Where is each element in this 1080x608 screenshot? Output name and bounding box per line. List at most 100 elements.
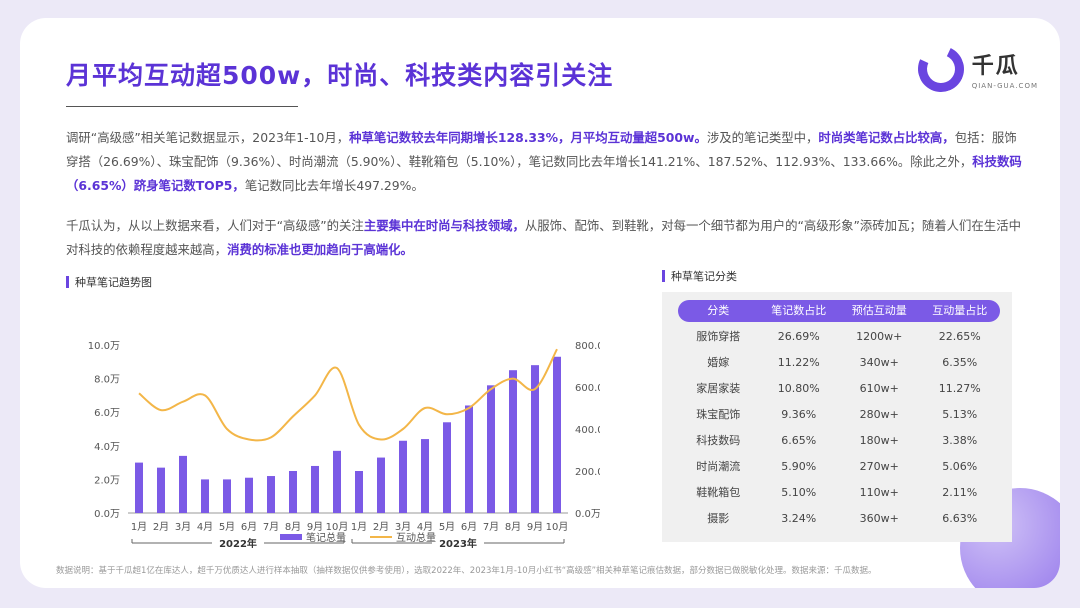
text-segment: 从服饰、配饰、到鞋靴，对每一个细节都为用户的“高级形象”添砖加瓦；随着人们在生活… — [66, 218, 1021, 257]
cell: 5.06% — [942, 460, 978, 473]
x-tick-label: 2月 — [373, 521, 389, 533]
y-right-tick-label: 0.0万 — [575, 509, 600, 520]
x-tick-label: 7月 — [483, 521, 499, 533]
table-row: 科技数码 6.65% 180w+ 3.38% — [678, 430, 1000, 452]
data-footnote: 数据说明：基于千瓜超1亿在库达人，超千万优质达人进行样本抽取（抽样数据仅供参考使… — [56, 566, 877, 576]
table-row: 服饰穿搭 26.69% 1200w+ 22.65% — [678, 326, 1000, 348]
x-tick-label: 9月 — [527, 521, 543, 533]
text-segment: 笔记数同比去年增长497.29%。 — [244, 178, 424, 193]
page-title: 月平均互动超500w，时尚、科技类内容引关注 — [66, 61, 614, 90]
x-tick-label: 1月 — [131, 521, 147, 533]
table-row: 珠宝配饰 9.36% 280w+ 5.13% — [678, 404, 1000, 426]
x-tick-label: 4月 — [417, 521, 433, 533]
x-tick-label: 5月 — [439, 521, 455, 533]
cell: 10.80% — [777, 382, 820, 395]
logo-url: QIAN-GUA.COM — [971, 82, 1038, 90]
bar — [553, 356, 561, 513]
x-tick-label: 1月 — [351, 521, 367, 533]
bar — [355, 471, 363, 513]
logo-icon — [911, 39, 971, 99]
cell: 270w+ — [859, 460, 899, 473]
cell: 180w+ — [859, 434, 899, 447]
cell: 服饰穿搭 — [696, 330, 741, 343]
bar — [157, 467, 165, 513]
table-row: 家居家装 10.80% 610w+ 11.27% — [678, 378, 1000, 400]
group-label: 2022年 — [219, 537, 257, 550]
cell: 26.69% — [777, 330, 820, 343]
bar — [531, 365, 539, 513]
bar — [201, 479, 209, 513]
highlight-segment: 主要集中在时尚与科技领域， — [363, 218, 525, 233]
header-cell: 分类 — [707, 304, 730, 317]
legend-label-interaction: 互动总量 — [396, 531, 436, 544]
bar — [443, 422, 451, 513]
text-segment: 千瓜认为，从以上数据来看，人们对于“高级感”的关注 — [66, 218, 364, 233]
cell: 婚嫁 — [707, 356, 730, 369]
y-right-tick-label: 600.0万 — [575, 383, 600, 394]
text-segment: 调研“高级感”相关笔记数据显示，2023年1-10月， — [66, 130, 350, 145]
cell: 3.24% — [781, 512, 817, 525]
bar — [289, 471, 297, 513]
table-section-title: 种草笔记分类 — [662, 268, 737, 284]
logo-name: 千瓜 — [971, 54, 1020, 79]
table-row: 摄影 3.24% 360w+ 6.63% — [678, 508, 1000, 530]
highlight-segment: 科技数码（6.65%）跻身笔记数TOP5， — [66, 154, 1022, 193]
logo-text: 千瓜 QIAN-GUA.COM — [972, 48, 1038, 90]
bar — [399, 440, 407, 513]
cell: 家居家装 — [696, 382, 741, 395]
bar — [135, 462, 143, 513]
cell: 11.22% — [777, 356, 820, 369]
x-tick-label: 8月 — [285, 521, 301, 533]
cell: 280w+ — [859, 408, 899, 421]
bar — [333, 450, 341, 513]
y-left-tick-label: 0.0万 — [94, 509, 120, 520]
bar — [311, 465, 319, 513]
insight-paragraph: 千瓜认为，从以上数据来看，人们对于“高级感”的关注主要集中在时尚与科技领域，从服… — [66, 214, 1028, 262]
cell: 22.65% — [938, 330, 981, 343]
y-right-tick-label: 200.0万 — [575, 467, 600, 478]
legend-swatch-notes — [280, 534, 302, 540]
highlight-segment: 消费的标准也更加趋向于高端化。 — [227, 242, 413, 257]
x-tick-label: 8月 — [505, 521, 521, 533]
cell: 5.10% — [781, 486, 817, 499]
header-cell: 互动量占比 — [932, 304, 988, 317]
interaction-line — [138, 348, 558, 442]
cell: 9.36% — [781, 408, 817, 421]
x-tick-label: 10月 — [326, 521, 349, 533]
legend-label-notes: 笔记总量 — [306, 531, 346, 544]
brand-logo: 千瓜 QIAN-GUA.COM — [911, 39, 1038, 99]
highlight-segment: 种草笔记数较去年同期增长128.33%，月平均互动量超500w。 — [349, 130, 707, 145]
bar — [465, 405, 473, 513]
x-tick-label: 3月 — [175, 521, 191, 533]
x-tick-label: 9月 — [307, 521, 323, 533]
cell: 11.27% — [938, 382, 981, 395]
header-cell: 笔记数占比 — [771, 304, 827, 317]
table-row: 婚嫁 11.22% 340w+ 6.35% — [678, 352, 1000, 374]
cell: 1200w+ — [856, 330, 903, 343]
y-right-tick-label: 800.0万 — [575, 341, 600, 352]
cell: 340w+ — [859, 356, 899, 369]
bar — [377, 457, 385, 513]
x-tick-label: 2月 — [153, 521, 169, 533]
cell: 鞋靴箱包 — [696, 486, 741, 499]
x-tick-label: 6月 — [241, 521, 257, 533]
bar — [179, 455, 187, 513]
category-table: 分类 笔记数占比 预估互动量 互动量占比 服饰穿搭 26.69% 1200w+ 22.… — [662, 292, 1012, 542]
table-header: 分类 笔记数占比 预估互动量 互动量占比 — [678, 300, 1000, 322]
cell: 时尚潮流 — [696, 460, 741, 473]
cell: 3.38% — [942, 434, 978, 447]
cell: 科技数码 — [696, 434, 741, 447]
chart-section-title: 种草笔记趋势图 — [66, 274, 152, 290]
section-marker — [662, 270, 665, 282]
y-left-tick-label: 2.0万 — [94, 475, 120, 486]
cell: 6.63% — [942, 512, 978, 525]
x-tick-label: 3月 — [395, 521, 411, 533]
bar — [267, 476, 275, 513]
x-tick-label: 7月 — [263, 521, 279, 533]
highlight-segment: 时尚类笔记数占比较高， — [818, 130, 955, 145]
table-row: 时尚潮流 5.90% 270w+ 5.06% — [678, 456, 1000, 478]
header-cell: 预估互动量 — [851, 304, 907, 317]
bar — [487, 385, 495, 513]
text-segment: 包括：服饰穿搭（26.69%）、珠宝配饰（9.36%）、时尚潮流（5.90%）、… — [66, 130, 1017, 169]
chart-section-label: 种草笔记趋势图 — [75, 276, 152, 289]
